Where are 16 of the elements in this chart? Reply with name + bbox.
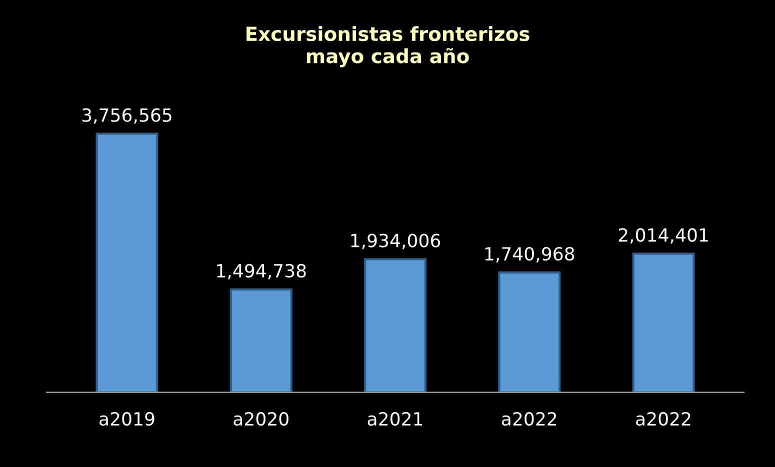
bar (632, 252, 695, 392)
data-label: 1,494,738 (217, 264, 306, 280)
x-tick-label: a2022 (636, 412, 690, 426)
bar (498, 271, 561, 392)
bar (96, 132, 158, 392)
data-label: 2,014,401 (618, 228, 708, 244)
data-label: 1,934,006 (351, 234, 440, 250)
x-tick-label: a2022 (502, 412, 556, 426)
bar (364, 258, 426, 392)
x-tick-label: a2020 (234, 412, 288, 426)
bar (230, 288, 292, 392)
x-tick-label: a2019 (100, 412, 154, 426)
data-label: 3,756,565 (82, 108, 172, 124)
x-tick-label: a2021 (368, 412, 422, 426)
chart-title: Excursionistas fronterizos mayo cada año (246, 26, 530, 68)
data-label: 1,740,968 (485, 246, 574, 262)
